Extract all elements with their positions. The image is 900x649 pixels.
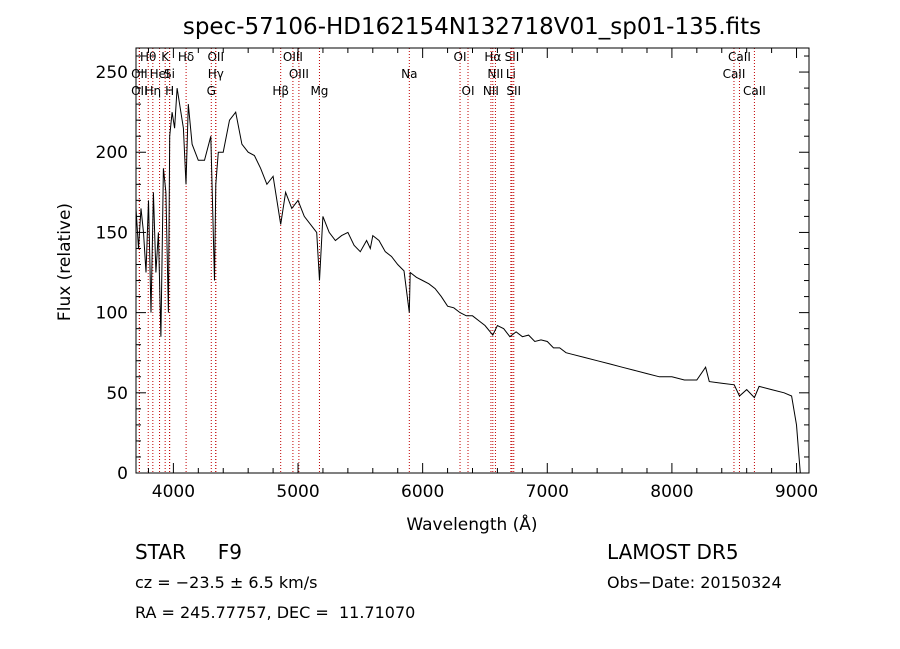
line-label-6: Hα: [484, 50, 501, 64]
line-label-11: Si: [164, 67, 175, 81]
line-label-20: H: [165, 84, 174, 98]
x-tick-label-1: 5000: [276, 482, 319, 502]
chart-title: spec-57106-HD162154N132718V01_sp01-135.f…: [183, 14, 761, 40]
line-label-18: OII: [131, 84, 148, 98]
x-axis: 4000 5000 6000 7000 8000 9000: [147, 48, 818, 502]
line-label-2: Hδ: [178, 50, 194, 64]
y-tick-label-1: 50: [106, 384, 128, 404]
y-tick-label-0: 0: [117, 464, 128, 484]
line-label-9: OII: [131, 67, 148, 81]
line-label-21: G: [207, 84, 216, 98]
plot-frame: [135, 47, 810, 474]
x-tick-label-2: 6000: [401, 482, 444, 502]
object-class: STAR F9: [135, 540, 242, 564]
line-label-1: K: [161, 50, 170, 64]
y-axis-label: Flux (relative): [55, 203, 75, 321]
y-tick-label-5: 250: [96, 63, 128, 83]
coordinates: RA = 245.77757, DEC = 11.71070: [135, 603, 416, 622]
x-tick-label-3: 7000: [526, 482, 569, 502]
redshift-velocity: cz = −23.5 ± 6.5 km/s: [135, 573, 318, 592]
line-label-27: CaII: [743, 84, 766, 98]
x-tick-label-4: 8000: [650, 482, 693, 502]
line-label-14: Na: [401, 67, 417, 81]
line-label-7: SII: [505, 50, 520, 64]
line-label-4: OIII: [283, 50, 303, 64]
x-tick-label-0: 4000: [152, 482, 195, 502]
line-label-16: Li: [506, 67, 516, 81]
line-label-15: NII: [487, 67, 503, 81]
line-label-0: Hθ: [140, 50, 156, 64]
y-tick-label-3: 150: [96, 223, 128, 243]
x-tick-label-5: 9000: [775, 482, 818, 502]
line-label-22: Hβ: [272, 84, 289, 98]
y-tick-label-4: 200: [96, 143, 128, 163]
spectrum-line: [135, 88, 801, 474]
line-label-26: SII: [506, 84, 521, 98]
observation-date: Obs−Date: 20150324: [607, 573, 782, 592]
survey-name: LAMOST DR5: [607, 540, 739, 564]
line-label-8: CaII: [728, 50, 751, 64]
line-label-10: HeI: [150, 67, 170, 81]
y-tick-label-2: 100: [96, 304, 128, 324]
line-label-13: OIII: [289, 67, 309, 81]
line-label-23: Mg: [310, 84, 328, 98]
line-label-17: CaII: [723, 67, 746, 81]
line-label-19: Hη: [145, 84, 162, 98]
y-axis: 0 50 100 150 200 250: [96, 55, 809, 484]
line-label-5: OI: [454, 50, 467, 64]
line-label-12: Hγ: [208, 67, 224, 81]
line-label-24: OI: [462, 84, 475, 98]
line-label-25: NII: [483, 84, 499, 98]
x-axis-label: Wavelength (Å): [406, 513, 537, 535]
